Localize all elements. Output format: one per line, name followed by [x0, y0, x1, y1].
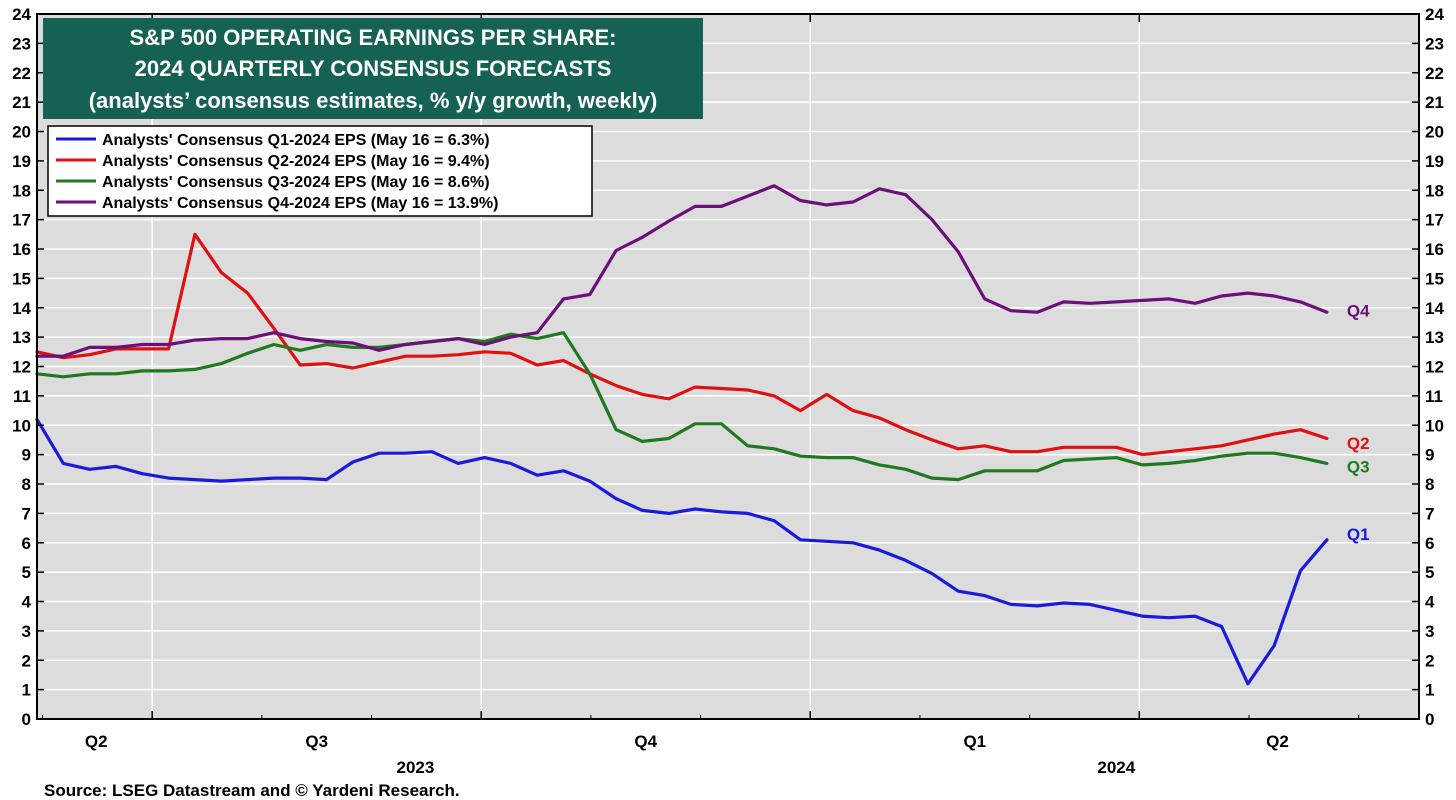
end-label-q3: Q3	[1347, 457, 1370, 476]
x-quarter-label: Q2	[1266, 732, 1289, 751]
y-tick-label-left: 14	[12, 299, 31, 318]
chart-title-line-2: 2024 QUARTERLY CONSENSUS FORECASTS	[135, 56, 612, 81]
y-tick-label-right: 7	[1425, 504, 1434, 523]
x-quarter-label: Q2	[85, 732, 108, 751]
y-tick-label-left: 11	[13, 387, 31, 406]
y-tick-label-left: 2	[22, 651, 31, 670]
y-tick-label-right: 9	[1425, 446, 1434, 465]
x-quarter-label: Q1	[963, 732, 986, 751]
end-label-q2: Q2	[1347, 434, 1370, 453]
y-tick-label-right: 11	[1425, 387, 1443, 406]
legend-label-q1: Analysts' Consensus Q1-2024 EPS (May 16 …	[102, 132, 490, 149]
y-tick-label-right: 18	[1425, 181, 1444, 200]
chart-title-line-1: S&P 500 OPERATING EARNINGS PER SHARE:	[130, 25, 617, 50]
series-line-q4	[35, 184, 1329, 358]
y-tick-label-right: 15	[1425, 269, 1444, 288]
y-tick-label-left: 9	[22, 446, 31, 465]
legend-box	[47, 125, 593, 217]
chart-title-box: S&P 500 OPERATING EARNINGS PER SHARE: 20…	[43, 18, 703, 119]
y-tick-label-left: 7	[22, 504, 31, 523]
y-tick-label-right: 12	[1425, 358, 1444, 377]
x-quarter-label: Q3	[305, 732, 328, 751]
y-tick-label-left: 24	[12, 5, 31, 24]
end-label-q1: Q1	[1347, 525, 1370, 544]
y-tick-label-left: 3	[22, 622, 31, 641]
end-label-q4: Q4	[1347, 302, 1370, 321]
y-tick-label-left: 10	[12, 416, 31, 435]
y-tick-label-left: 22	[12, 64, 31, 83]
y-tick-label-left: 12	[12, 358, 31, 377]
y-tick-label-right: 10	[1425, 416, 1444, 435]
x-quarter-label: Q4	[634, 732, 657, 751]
y-tick-label-right: 14	[1425, 299, 1444, 318]
y-tick-label-left: 21	[12, 93, 31, 112]
y-tick-label-right: 22	[1425, 64, 1444, 83]
y-tick-label-left: 20	[12, 123, 31, 142]
y-tick-label-right: 21	[1425, 93, 1444, 112]
y-tick-label-right: 5	[1425, 563, 1434, 582]
y-tick-label-left: 0	[22, 710, 31, 729]
y-tick-label-right: 20	[1425, 123, 1444, 142]
y-tick-label-left: 18	[12, 181, 31, 200]
y-tick-label-right: 24	[1425, 5, 1444, 24]
legend-label-q2: Analysts' Consensus Q2-2024 EPS (May 16 …	[102, 153, 490, 170]
y-tick-label-right: 4	[1425, 593, 1435, 612]
y-tick-label-right: 2	[1425, 651, 1434, 670]
y-tick-label-left: 23	[12, 34, 31, 53]
y-tick-label-left: 4	[22, 593, 32, 612]
legend-label-q3: Analysts' Consensus Q3-2024 EPS (May 16 …	[102, 174, 490, 191]
y-tick-label-left: 1	[22, 681, 31, 700]
y-tick-label-right: 6	[1425, 534, 1434, 553]
y-tick-label-right: 1	[1425, 681, 1434, 700]
x-year-label: 2023	[396, 758, 434, 777]
x-year-label: 2024	[1097, 758, 1135, 777]
legend-label-q4: Analysts' Consensus Q4-2024 EPS (May 16 …	[102, 195, 498, 212]
y-tick-label-left: 8	[22, 475, 31, 494]
source-note: Source: LSEG Datastream and © Yardeni Re…	[44, 781, 460, 800]
y-tick-label-right: 8	[1425, 475, 1434, 494]
legend: Analysts' Consensus Q1-2024 EPS (May 16 …	[47, 125, 593, 217]
series-line-q2	[35, 232, 1329, 457]
y-tick-label-left: 16	[12, 240, 31, 259]
y-tick-label-left: 15	[12, 269, 31, 288]
series-line-q3	[35, 331, 1329, 482]
y-tick-label-right: 16	[1425, 240, 1444, 259]
series-lines	[35, 184, 1329, 686]
y-tick-label-right: 3	[1425, 622, 1434, 641]
chart-subtitle: (analysts’ consensus estimates, % y/y gr…	[89, 88, 658, 113]
series-line-q1	[35, 417, 1329, 686]
y-tick-label-right: 0	[1425, 710, 1434, 729]
y-tick-label-left: 19	[12, 152, 31, 171]
y-tick-label-left: 13	[12, 328, 31, 347]
y-tick-label-left: 17	[12, 211, 31, 230]
y-tick-label-right: 17	[1425, 211, 1444, 230]
y-tick-label-right: 19	[1425, 152, 1444, 171]
y-tick-label-right: 13	[1425, 328, 1444, 347]
title-background	[43, 18, 703, 119]
y-tick-label-right: 23	[1425, 34, 1444, 53]
y-tick-label-left: 6	[22, 534, 31, 553]
y-tick-label-left: 5	[22, 563, 31, 582]
